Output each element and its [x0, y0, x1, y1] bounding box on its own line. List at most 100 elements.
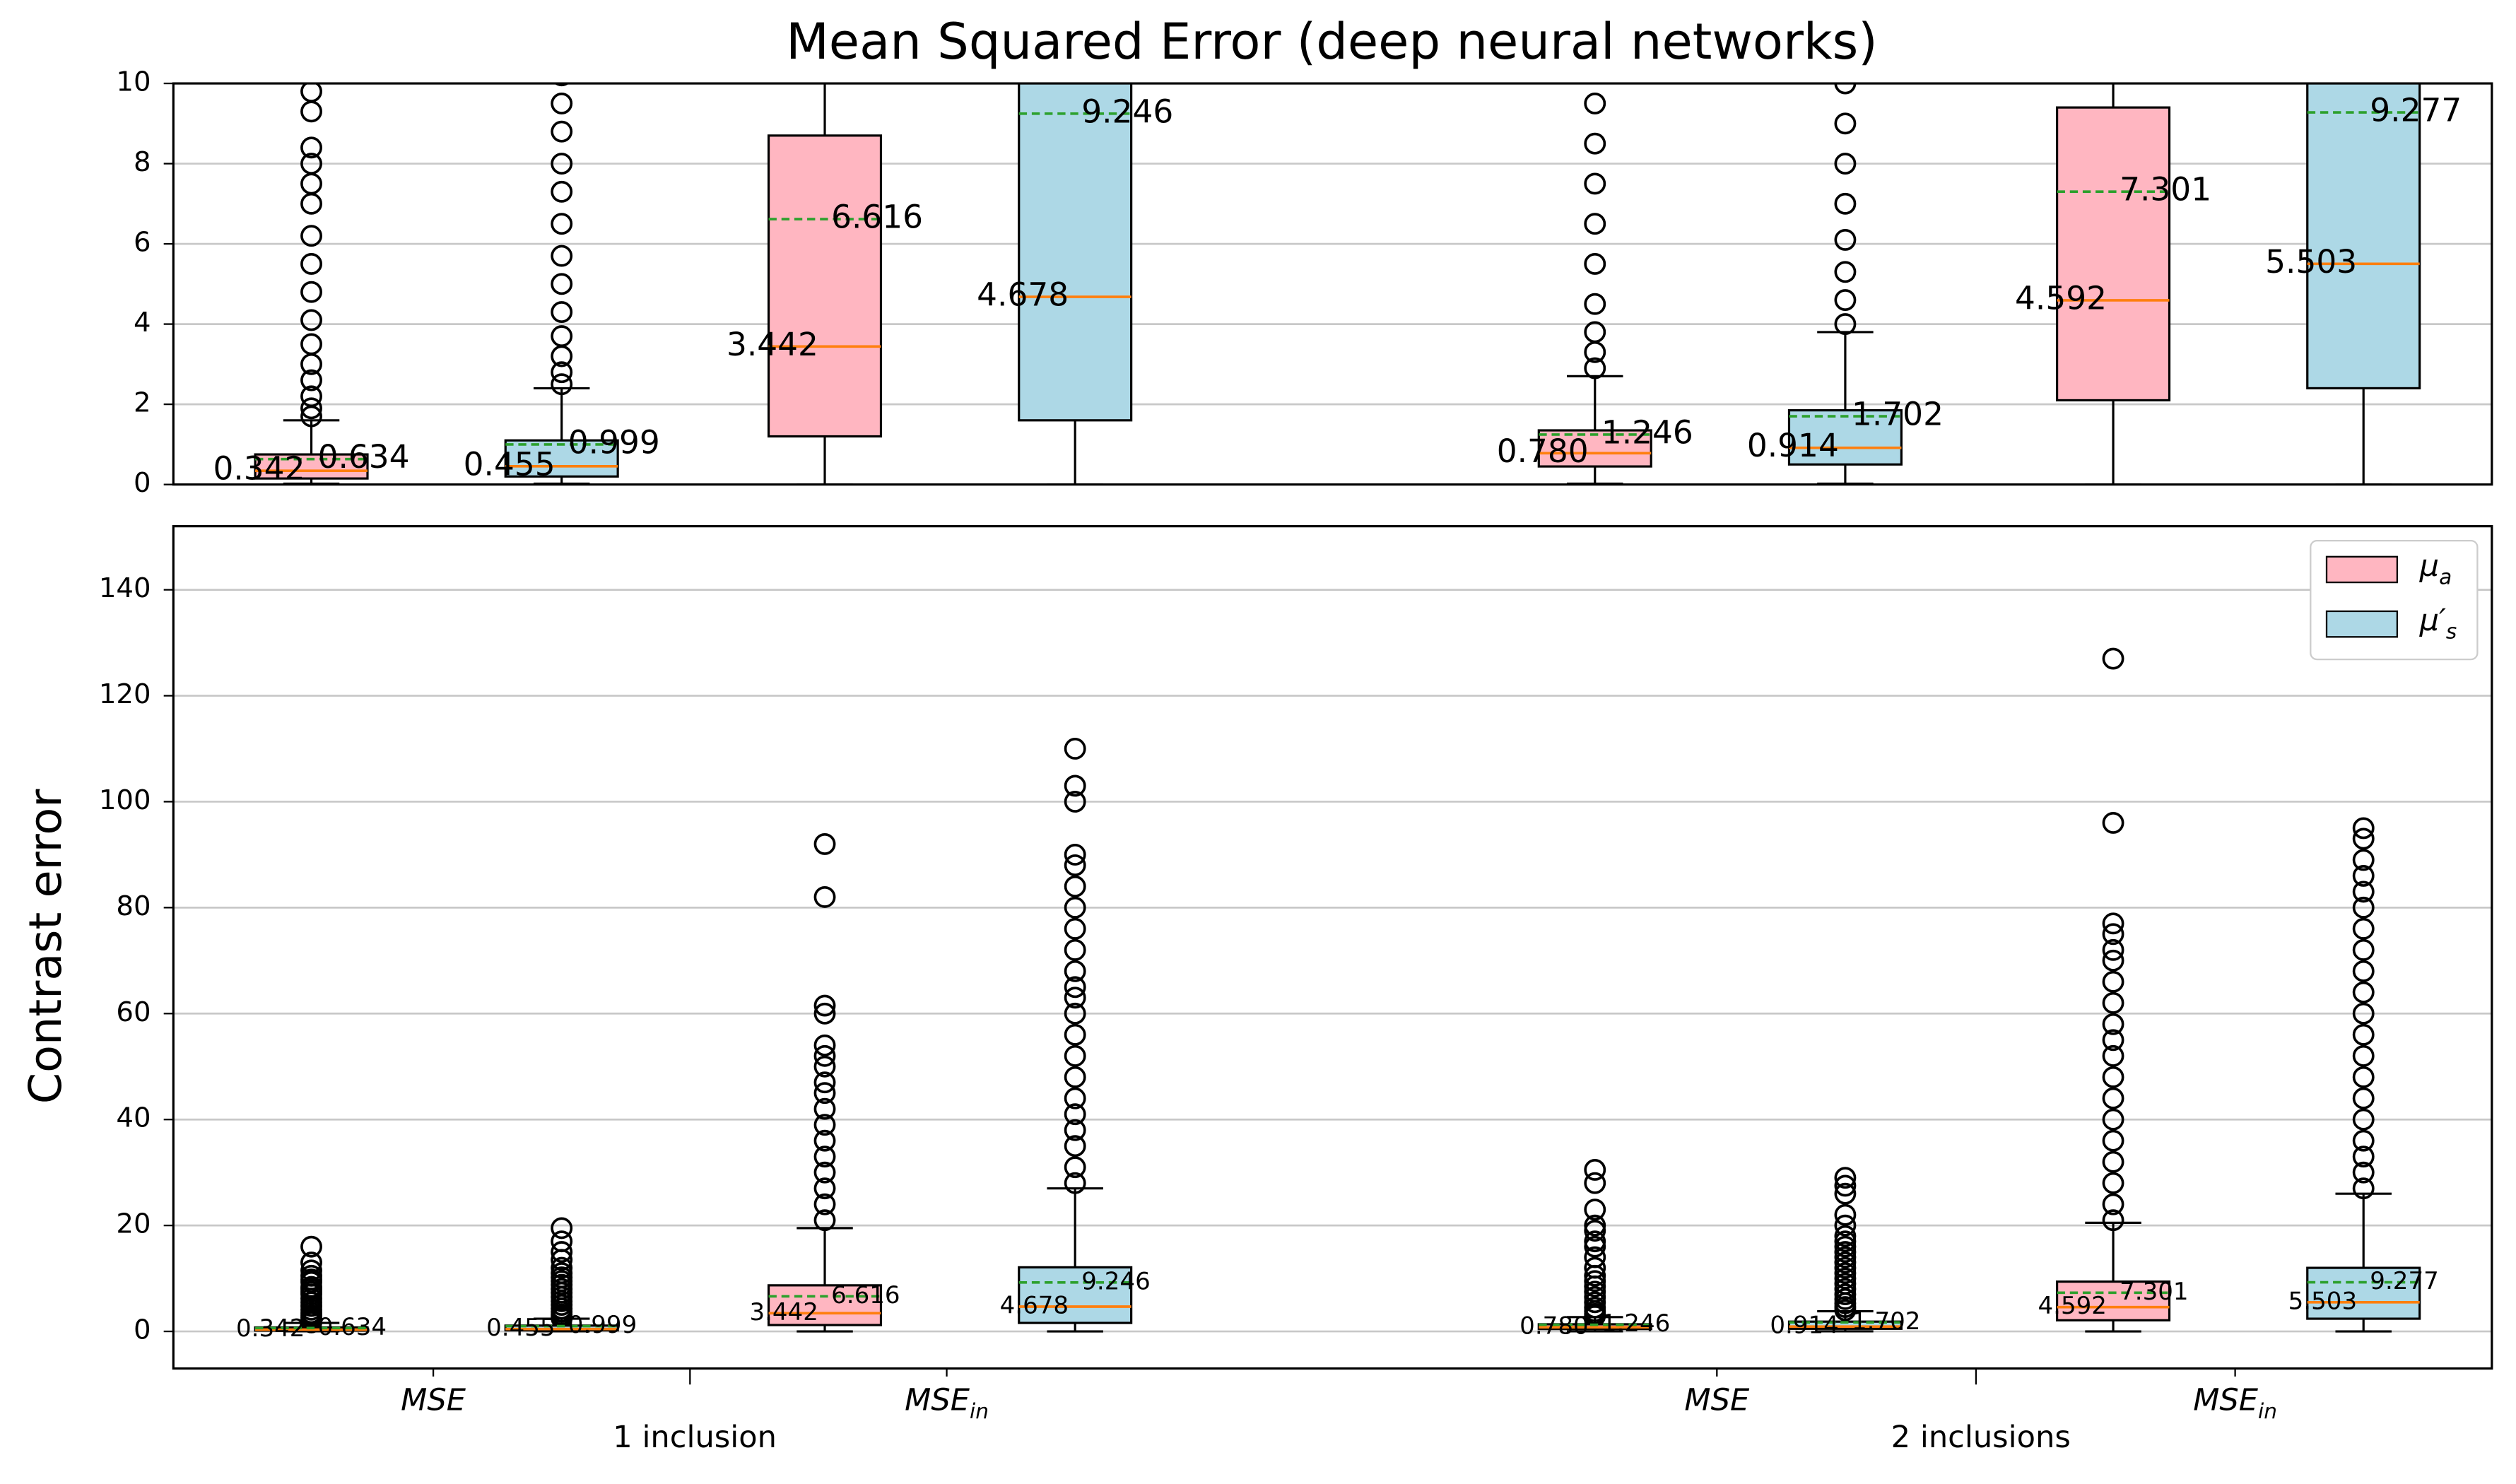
- outlier: [551, 153, 573, 175]
- outlier: [551, 245, 573, 267]
- box: [2056, 1280, 2171, 1321]
- outlier: [1585, 0, 1604, 13]
- outlier: [1584, 1172, 1606, 1194]
- mean-label: 9.246: [1081, 93, 1173, 130]
- outlier: [551, 1230, 573, 1253]
- outlier: [2352, 917, 2375, 940]
- plot-frame: [172, 525, 2493, 1370]
- legend-label-main: μ′: [2419, 603, 2446, 638]
- outlier: [1064, 976, 1086, 999]
- outlier: [551, 180, 573, 203]
- outlier: [1064, 854, 1086, 876]
- mean-label: 9.246: [1081, 1267, 1150, 1295]
- outlier: [1584, 213, 1606, 235]
- outlier: [1064, 960, 1086, 982]
- outlier: [300, 100, 322, 123]
- outlier: [2102, 1150, 2124, 1173]
- outlier: [1584, 1214, 1606, 1237]
- outlier: [813, 1082, 836, 1105]
- outlier: [1834, 1174, 1857, 1197]
- outlier: [813, 1161, 836, 1184]
- median-label: 0.342: [213, 450, 305, 488]
- outlier: [1584, 1230, 1606, 1253]
- median-label: 3.442: [727, 326, 818, 363]
- outlier: [2102, 949, 2124, 972]
- outlier: [300, 1235, 322, 1258]
- outlier: [1064, 917, 1086, 940]
- outlier: [2102, 647, 2124, 670]
- mean-label: 1.246: [1601, 413, 1693, 451]
- outlier: [1064, 738, 1086, 760]
- y-tick-label: 0: [134, 1314, 151, 1346]
- outlier: [2102, 1129, 2124, 1152]
- outlier: [1834, 192, 1857, 215]
- x-tick-label: MSE: [1684, 1383, 1750, 1418]
- outlier: [300, 281, 322, 303]
- outlier: [2102, 970, 2124, 993]
- outlier: [1834, 1167, 1857, 1189]
- median-label: 0.914: [1747, 427, 1839, 464]
- outlier: [2352, 1146, 2375, 1168]
- box: [2056, 106, 2171, 402]
- outlier: [813, 1044, 836, 1067]
- box: [2306, 1266, 2421, 1320]
- box: [1787, 409, 1903, 466]
- outlier: [1834, 153, 1857, 175]
- outlier: [1834, 1241, 1857, 1264]
- outlier: [300, 225, 322, 247]
- outlier: [1834, 1283, 1857, 1306]
- outlier: [2352, 828, 2375, 850]
- y-tick-label: 8: [134, 146, 151, 178]
- outlier: [1584, 321, 1606, 343]
- outlier: [551, 92, 573, 114]
- outlier: [1584, 1256, 1606, 1279]
- outlier: [1584, 293, 1606, 315]
- mean-label: 0.999: [568, 423, 660, 461]
- outlier: [1834, 1278, 1857, 1300]
- outlier: [1834, 1246, 1857, 1268]
- median-label: 4.678: [1000, 1292, 1069, 1320]
- median-label: 4.592: [2015, 279, 2107, 317]
- outlier: [813, 1146, 836, 1168]
- box: [1537, 429, 1652, 468]
- outlier: [813, 1193, 836, 1215]
- outlier: [551, 1217, 573, 1239]
- outlier: [1834, 1262, 1857, 1285]
- outlier: [2352, 1023, 2375, 1046]
- outlier: [1584, 253, 1606, 275]
- x-tick-label: MSEin: [2193, 1383, 2277, 1423]
- outlier: [551, 120, 573, 143]
- outlier: [813, 1097, 836, 1120]
- outlier: [554, 83, 570, 87]
- outlier: [300, 1264, 322, 1287]
- outlier: [2352, 1066, 2375, 1088]
- outlier: [551, 301, 573, 324]
- x-tick-label: MSE: [401, 1383, 466, 1418]
- box: [767, 1284, 883, 1326]
- outlier: [2102, 811, 2124, 834]
- mean-label: 6.616: [831, 199, 923, 236]
- outlier: [813, 1002, 836, 1025]
- outlier: [1064, 843, 1086, 866]
- legend-swatch: [2325, 610, 2399, 638]
- median-label: 5.503: [2288, 1287, 2357, 1315]
- outlier: [552, 0, 571, 13]
- outlier: [2102, 923, 2124, 946]
- outlier: [813, 1177, 836, 1200]
- outlier: [1834, 1230, 1857, 1253]
- median-label: 0.455: [464, 445, 555, 483]
- outlier: [2102, 991, 2124, 1014]
- box: [2306, 83, 2421, 389]
- y-tick-label: 40: [116, 1102, 151, 1134]
- y-tick-label: 10: [116, 66, 151, 98]
- mean-label: 0.634: [318, 1313, 387, 1341]
- x-tick-label-main: MSE: [905, 1383, 970, 1418]
- outlier: [1064, 1103, 1086, 1126]
- median-label: 0.914: [1770, 1312, 1838, 1340]
- outlier: [551, 361, 573, 384]
- box: [504, 439, 619, 478]
- outlier: [1064, 896, 1086, 919]
- outlier: [2102, 1066, 2124, 1088]
- outlier: [1834, 1182, 1857, 1205]
- outlier: [2352, 938, 2375, 961]
